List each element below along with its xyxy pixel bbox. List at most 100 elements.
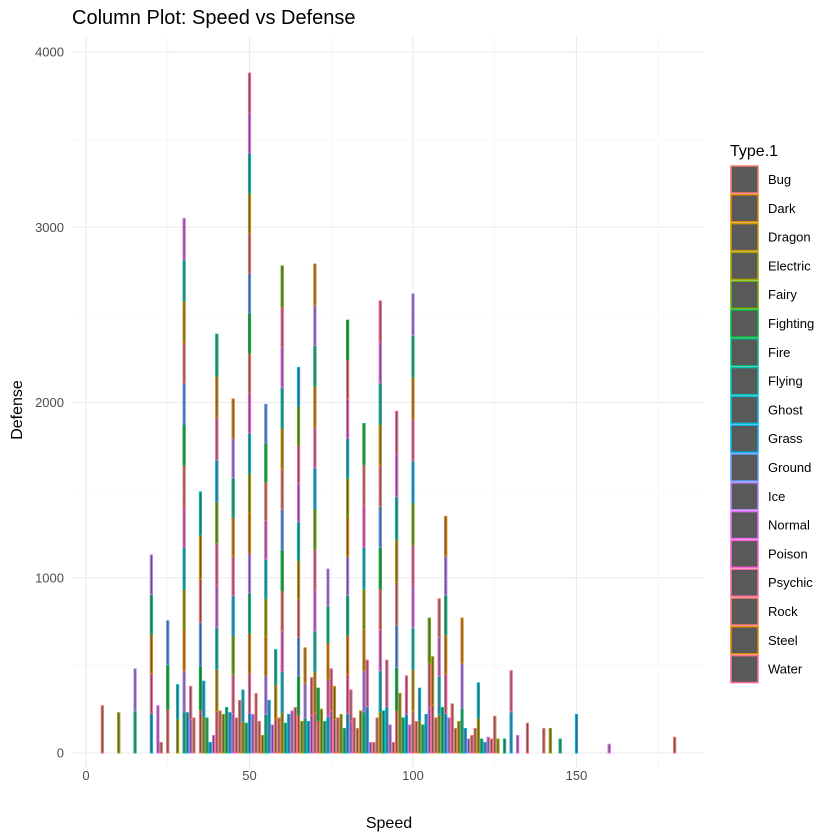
bar	[251, 713, 255, 754]
bar-fill	[225, 707, 229, 753]
bar-segment	[316, 687, 320, 722]
bar	[673, 736, 677, 754]
bar-fill	[303, 647, 307, 753]
bar-segment	[470, 734, 474, 754]
bar-segment	[313, 263, 317, 306]
bar-segment	[254, 692, 258, 754]
legend-key	[730, 626, 759, 655]
bar	[453, 727, 458, 754]
legend-key	[730, 482, 759, 511]
y-tick-label: 4000	[35, 45, 64, 60]
bar-fill	[607, 744, 611, 753]
bar	[267, 699, 271, 754]
bar-fill	[336, 717, 340, 753]
bar-fill	[440, 707, 444, 753]
bar-segment	[283, 722, 288, 754]
bar	[404, 675, 409, 754]
y-axis-ticks: 0 1000 2000 3000 4000	[35, 45, 64, 761]
bar	[241, 689, 245, 754]
legend-item: Flying	[730, 366, 803, 396]
bar	[238, 699, 242, 754]
bar	[362, 423, 366, 754]
legend-label: Psychic	[768, 575, 813, 590]
legend-label: Fighting	[768, 316, 814, 331]
bar-fill	[372, 742, 376, 753]
bar	[395, 410, 399, 754]
legend-key	[730, 395, 759, 425]
bar-fill	[352, 717, 356, 753]
bar-segment	[349, 689, 353, 722]
bar	[437, 598, 441, 754]
legend-key	[730, 222, 759, 252]
bar-fill	[434, 717, 438, 753]
legend-label: Poison	[768, 546, 808, 561]
bar-segment	[424, 713, 428, 754]
bar-segment	[225, 706, 229, 754]
bar-segment	[267, 699, 271, 754]
bar	[254, 692, 258, 754]
bar	[156, 705, 160, 754]
bar-segment	[398, 692, 402, 754]
bar-segment	[198, 491, 203, 536]
bar	[391, 741, 395, 754]
bar-segment	[525, 722, 530, 754]
bar	[247, 72, 252, 754]
bar	[257, 720, 261, 754]
bar-fill	[270, 724, 274, 753]
bar	[346, 319, 350, 754]
legend-label: Ghost	[768, 402, 803, 417]
bar-segment	[548, 727, 552, 754]
legend-label: Flying	[768, 374, 803, 389]
bar-segment	[378, 300, 382, 343]
legend-item: Ground	[730, 453, 811, 482]
bar-fill	[248, 73, 251, 753]
bar-fill	[447, 717, 451, 753]
bar-segment	[342, 727, 346, 754]
bar-fill	[290, 710, 294, 753]
bar-fill	[673, 737, 677, 753]
bar	[375, 717, 379, 754]
bar-fill	[558, 738, 562, 753]
bar-fill	[359, 710, 363, 753]
bar-fill	[378, 300, 382, 753]
bar-segment	[404, 675, 409, 715]
y-tick-label: 1000	[35, 570, 64, 585]
bar-fill	[287, 714, 291, 753]
bar-segment	[257, 720, 261, 754]
bar	[225, 706, 229, 754]
bar-fill	[463, 728, 467, 753]
legend-label: Dark	[768, 201, 796, 216]
bar-segment	[516, 734, 520, 754]
bar-segment	[300, 720, 304, 754]
bar-fill	[300, 721, 304, 753]
bar-segment	[306, 720, 310, 754]
legend-item: Ice	[730, 482, 785, 511]
bar	[460, 617, 464, 754]
legend-label: Steel	[768, 633, 798, 648]
bar-fill	[149, 554, 153, 753]
bar	[274, 649, 278, 754]
bar-segment	[319, 708, 324, 754]
bar	[228, 712, 232, 754]
legend-item: Ghost	[730, 395, 803, 425]
bar-fill	[342, 728, 346, 753]
bar	[421, 724, 425, 754]
bar-fill	[542, 728, 546, 753]
bar	[215, 333, 219, 754]
bar-fill	[355, 728, 359, 753]
bar-segment	[381, 710, 386, 754]
bar	[326, 568, 330, 754]
bar	[293, 706, 297, 754]
legend-item: Water	[730, 654, 803, 684]
bar-segment	[408, 724, 412, 754]
x-tick-label: 50	[242, 768, 256, 783]
bar-segment	[192, 717, 196, 754]
bar-segment	[133, 668, 137, 712]
bar-fill	[480, 738, 484, 753]
bar-segment	[231, 398, 235, 439]
legend-item: Rock	[730, 597, 798, 626]
bar-segment	[493, 715, 497, 754]
bar	[509, 670, 513, 754]
legend-item: Steel	[730, 626, 798, 655]
bar	[434, 717, 438, 754]
